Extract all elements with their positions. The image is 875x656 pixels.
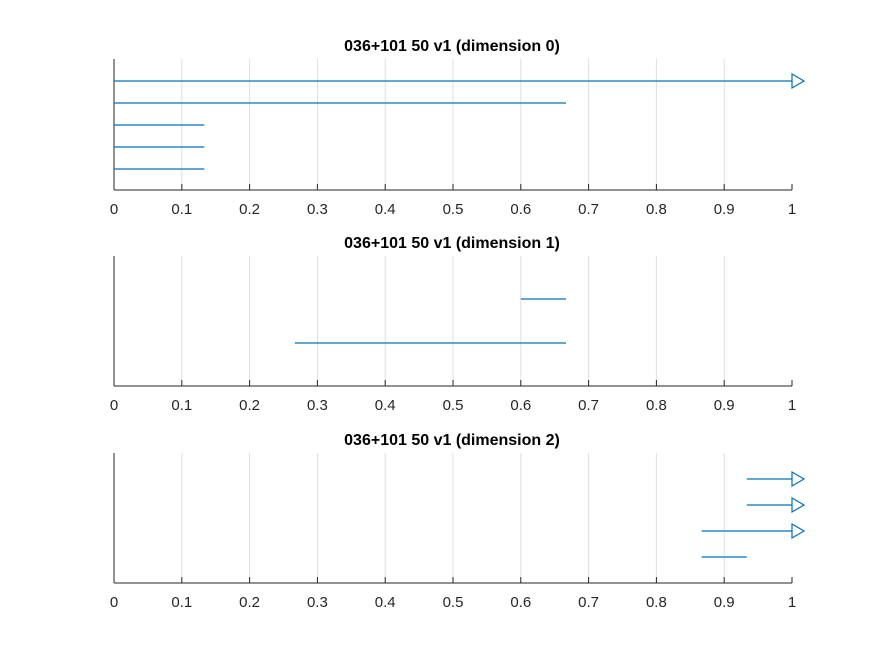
x-tick-label: 0.8 xyxy=(646,594,667,611)
x-tick-label: 0.4 xyxy=(375,397,396,414)
x-tick-label: 0.6 xyxy=(510,594,531,611)
infinite-arrow-icon xyxy=(791,496,806,514)
x-tick-label: 1 xyxy=(788,201,796,218)
x-tick-label: 1 xyxy=(788,397,796,414)
x-tick-label: 0.4 xyxy=(375,201,396,218)
x-tick-label: 0.4 xyxy=(375,594,396,611)
panel-title: 036+101 50 v1 (dimension 1) xyxy=(344,235,560,252)
infinite-arrow-icon xyxy=(791,522,806,540)
x-tick-label: 0.7 xyxy=(578,594,599,611)
x-tick-label: 0.2 xyxy=(239,201,260,218)
x-tick-label: 0.9 xyxy=(714,201,735,218)
x-tick-label: 0.6 xyxy=(510,397,531,414)
x-tick-label: 0.8 xyxy=(646,201,667,218)
x-tick-label: 0.9 xyxy=(714,397,735,414)
x-tick-label: 0.1 xyxy=(171,594,192,611)
infinite-arrow-icon xyxy=(791,470,806,488)
x-tick-label: 0.1 xyxy=(171,201,192,218)
x-tick-label: 0.6 xyxy=(510,201,531,218)
panel-dimension-2: 036+101 50 v1 (dimension 2) 0 0.1 0.2 0.3 0.… xyxy=(110,432,806,611)
x-tick-label: 0.2 xyxy=(239,397,260,414)
panel-title: 036+101 50 v1 (dimension 2) xyxy=(344,432,560,449)
x-tick-label: 0 xyxy=(110,201,118,218)
x-tick-label: 0.7 xyxy=(578,201,599,218)
x-tick-label: 0.1 xyxy=(171,397,192,414)
x-tick-label: 0.3 xyxy=(307,594,328,611)
x-tick-label: 0.2 xyxy=(239,594,260,611)
x-tick-label: 0.9 xyxy=(714,594,735,611)
panel-title: 036+101 50 v1 (dimension 0) xyxy=(344,38,560,55)
x-tick-label: 0 xyxy=(110,397,118,414)
x-tick-label: 0.5 xyxy=(443,594,464,611)
infinite-arrow-icon xyxy=(791,72,806,90)
x-tick-label: 0 xyxy=(110,594,118,611)
x-tick-label: 1 xyxy=(788,594,796,611)
x-tick-label: 0.8 xyxy=(646,397,667,414)
panel-dimension-0: 036+101 50 v1 (dimension 0) 0 0.1 0.2 0.3 0.… xyxy=(110,38,806,218)
panel-dimension-1: 036+101 50 v1 (dimension 1) 0 0.1 0.2 0.3 0.… xyxy=(110,235,796,414)
x-tick-label: 0.5 xyxy=(443,201,464,218)
x-tick-label: 0.3 xyxy=(307,397,328,414)
x-tick-label: 0.7 xyxy=(578,397,599,414)
x-tick-label: 0.3 xyxy=(307,201,328,218)
x-tick-label: 0.5 xyxy=(443,397,464,414)
